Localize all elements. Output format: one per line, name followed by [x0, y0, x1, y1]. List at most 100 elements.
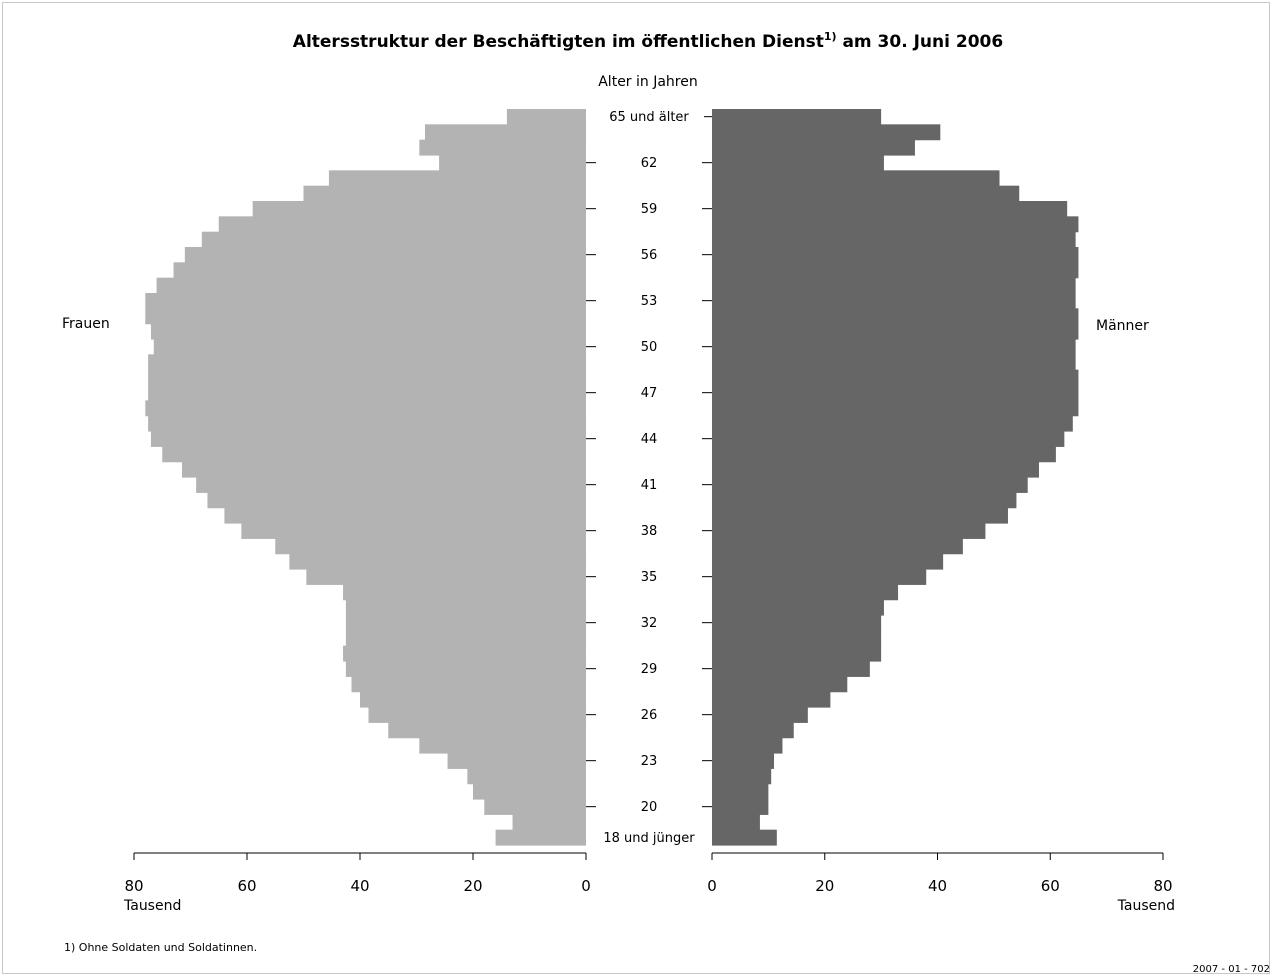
bar-frauen [328, 170, 586, 187]
bar-frauen [447, 753, 586, 769]
bar-maenner [712, 707, 808, 723]
bar-frauen [173, 262, 587, 279]
age-tick-label: 29 [641, 662, 658, 677]
bar-maenner [712, 737, 783, 754]
bar-frauen [303, 185, 586, 202]
bar-frauen [473, 783, 586, 800]
age-tick-label: 32 [641, 616, 658, 631]
bar-frauen [467, 768, 586, 785]
legend-maenner: Männer [1096, 318, 1149, 334]
bar-maenner [712, 109, 882, 125]
x-tick-label-right: 80 [1153, 877, 1172, 895]
bar-maenner [712, 538, 963, 555]
x-tick-label-right: 40 [928, 877, 947, 895]
bar-maenner [712, 523, 986, 539]
age-tick-label: 56 [641, 248, 658, 263]
x-tick-label-right: 20 [815, 877, 834, 895]
bar-maenner [712, 262, 1079, 279]
bar-maenner [712, 615, 882, 631]
bar-frauen [368, 707, 587, 723]
bar-frauen [275, 538, 586, 555]
x-tick-label-right: 60 [1041, 877, 1060, 895]
bar-maenner [712, 829, 777, 846]
bar-frauen [495, 829, 586, 846]
age-tick-label: 62 [641, 156, 658, 171]
bar-frauen [360, 691, 586, 708]
bar-maenner [712, 722, 794, 739]
bar-maenner [712, 461, 1039, 478]
bar-frauen [484, 799, 586, 815]
bar-maenner [712, 400, 1079, 417]
bar-maenner [712, 155, 884, 171]
age-tick-label: 23 [641, 754, 658, 769]
footnote: 1) Ohne Soldaten und Soldatinnen. [64, 941, 257, 954]
bar-maenner [712, 231, 1076, 248]
x-tick-label-left: 60 [237, 877, 256, 895]
bar-frauen [345, 615, 587, 631]
x-tick-label-left: 0 [581, 877, 591, 895]
bar-maenner [712, 783, 769, 800]
bar-frauen [343, 584, 586, 601]
age-axis: 18 und jünger 20 23 26 29 32 35 38 41 44 47 50 53 56 5… [586, 110, 712, 846]
bar-frauen [439, 155, 586, 171]
bar-maenner [712, 446, 1056, 463]
bar-maenner [712, 599, 884, 616]
bar-maenner [712, 415, 1073, 432]
bar-maenner [712, 691, 831, 708]
bar-maenner [712, 553, 944, 570]
bar-frauen [224, 507, 586, 524]
age-tick-label: 44 [641, 432, 658, 447]
bar-maenner [712, 385, 1079, 401]
bar-maenner [712, 569, 927, 585]
chart-title: Altersstruktur der Beschäftigten im öffe… [293, 30, 1003, 52]
age-tick-label: 59 [641, 202, 658, 217]
bar-maenner [712, 339, 1076, 355]
bar-frauen [150, 431, 586, 447]
bar-frauen [289, 553, 587, 570]
chart-title-footnote-mark: 1) [824, 30, 837, 43]
bar-maenner [712, 369, 1079, 386]
bar-frauen [145, 400, 587, 417]
bar-frauen [419, 737, 586, 754]
bar-frauen [162, 446, 586, 463]
bar-frauen [207, 492, 586, 509]
bar-frauen [145, 308, 587, 325]
bar-frauen [506, 109, 586, 125]
x-tick-label-left: 80 [124, 877, 143, 895]
bar-maenner [712, 293, 1076, 309]
bar-frauen [145, 293, 587, 309]
bar-frauen [182, 461, 586, 478]
x-tick-label-left: 40 [350, 877, 369, 895]
bar-maenner [712, 431, 1065, 447]
bar-frauen [153, 339, 586, 355]
chart-code: 2007 - 01 - 702 [1193, 964, 1270, 975]
bar-frauen [150, 323, 586, 340]
bar-frauen [345, 630, 587, 647]
bar-frauen [184, 247, 586, 263]
bar-maenner [712, 676, 848, 693]
age-tick-label: 26 [641, 708, 658, 723]
value-axes: 0 0 20 20 40 40 60 60 80 80 [124, 852, 1173, 895]
bar-frauen [148, 354, 587, 371]
unit-label-right: Tausend [1117, 898, 1175, 914]
bar-maenner [712, 247, 1079, 263]
bar-maenner [712, 661, 870, 677]
x-tick-label-right: 0 [707, 877, 717, 895]
bar-maenner [712, 201, 1068, 217]
age-tick-label: 18 und jünger [603, 831, 695, 846]
bar-maenner [712, 645, 882, 662]
bar-frauen [218, 216, 586, 233]
bar-frauen [345, 599, 587, 616]
bar-maenner [712, 277, 1076, 294]
bar-frauen [306, 569, 586, 585]
bar-frauen [196, 477, 586, 493]
bar-maenner [712, 185, 1020, 202]
age-tick-label: 38 [641, 524, 658, 539]
bar-maenner [712, 170, 1000, 187]
age-tick-label: 41 [641, 478, 658, 493]
bar-frauen [148, 385, 587, 401]
bar-maenner [712, 323, 1079, 340]
bar-frauen [343, 645, 586, 662]
